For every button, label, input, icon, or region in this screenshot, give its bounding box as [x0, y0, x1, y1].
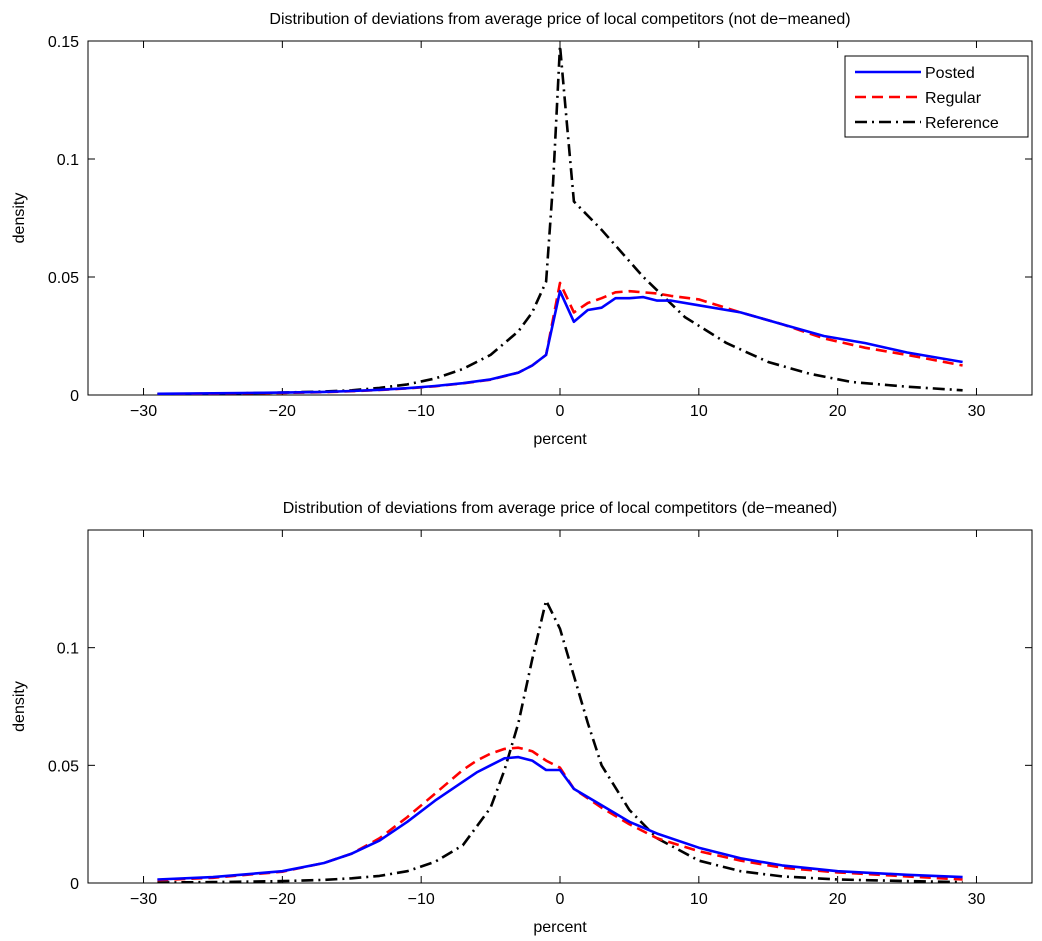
y-tick-label: 0 — [70, 388, 79, 405]
series-line-posted — [157, 289, 963, 395]
x-tick-label: 0 — [556, 403, 565, 420]
y-tick-label: 0.05 — [48, 270, 79, 287]
series-line-posted — [157, 755, 963, 881]
x-tick-label: −30 — [130, 403, 157, 420]
y-tick-label: 0.15 — [48, 34, 79, 51]
x-tick-label: 30 — [968, 403, 986, 420]
x-tick-label: 10 — [690, 891, 708, 908]
chart-title: Distribution of deviations from average … — [269, 11, 850, 28]
chart-title: Distribution of deviations from average … — [283, 500, 838, 517]
legend-label-posted: Posted — [925, 65, 975, 82]
x-tick-label: −20 — [269, 891, 296, 908]
series-group — [157, 599, 963, 883]
series-group — [157, 44, 963, 395]
x-tick-label: −10 — [408, 891, 435, 908]
x-tick-label: −20 — [269, 403, 296, 420]
plot-area — [87, 529, 1033, 884]
series-line-reference — [157, 599, 963, 883]
x-tick-label: 10 — [690, 403, 708, 420]
x-tick-label: 20 — [829, 891, 847, 908]
y-tick-label: 0 — [70, 876, 79, 893]
x-axis-label: percent — [533, 919, 587, 936]
y-tick-label: 0.1 — [57, 641, 79, 658]
y-tick-label: 0.1 — [57, 152, 79, 169]
y-tick-label: 0.05 — [48, 758, 79, 775]
chart-bottom: Distribution of deviations from average … — [11, 500, 1033, 936]
x-axis-label: percent — [533, 431, 587, 448]
x-tick-label: 0 — [556, 891, 565, 908]
legend-label-regular: Regular — [925, 90, 982, 107]
chart-top: Distribution of deviations from average … — [11, 11, 1033, 448]
x-tick-label: 20 — [829, 403, 847, 420]
legend: Posted Regular Reference — [844, 55, 1029, 138]
x-tick-label: −30 — [130, 891, 157, 908]
legend-label-reference: Reference — [925, 115, 999, 132]
x-tick-label: −10 — [408, 403, 435, 420]
y-axis-label: density — [11, 681, 28, 732]
y-axis-label: density — [11, 193, 28, 244]
x-tick-label: 30 — [968, 891, 986, 908]
